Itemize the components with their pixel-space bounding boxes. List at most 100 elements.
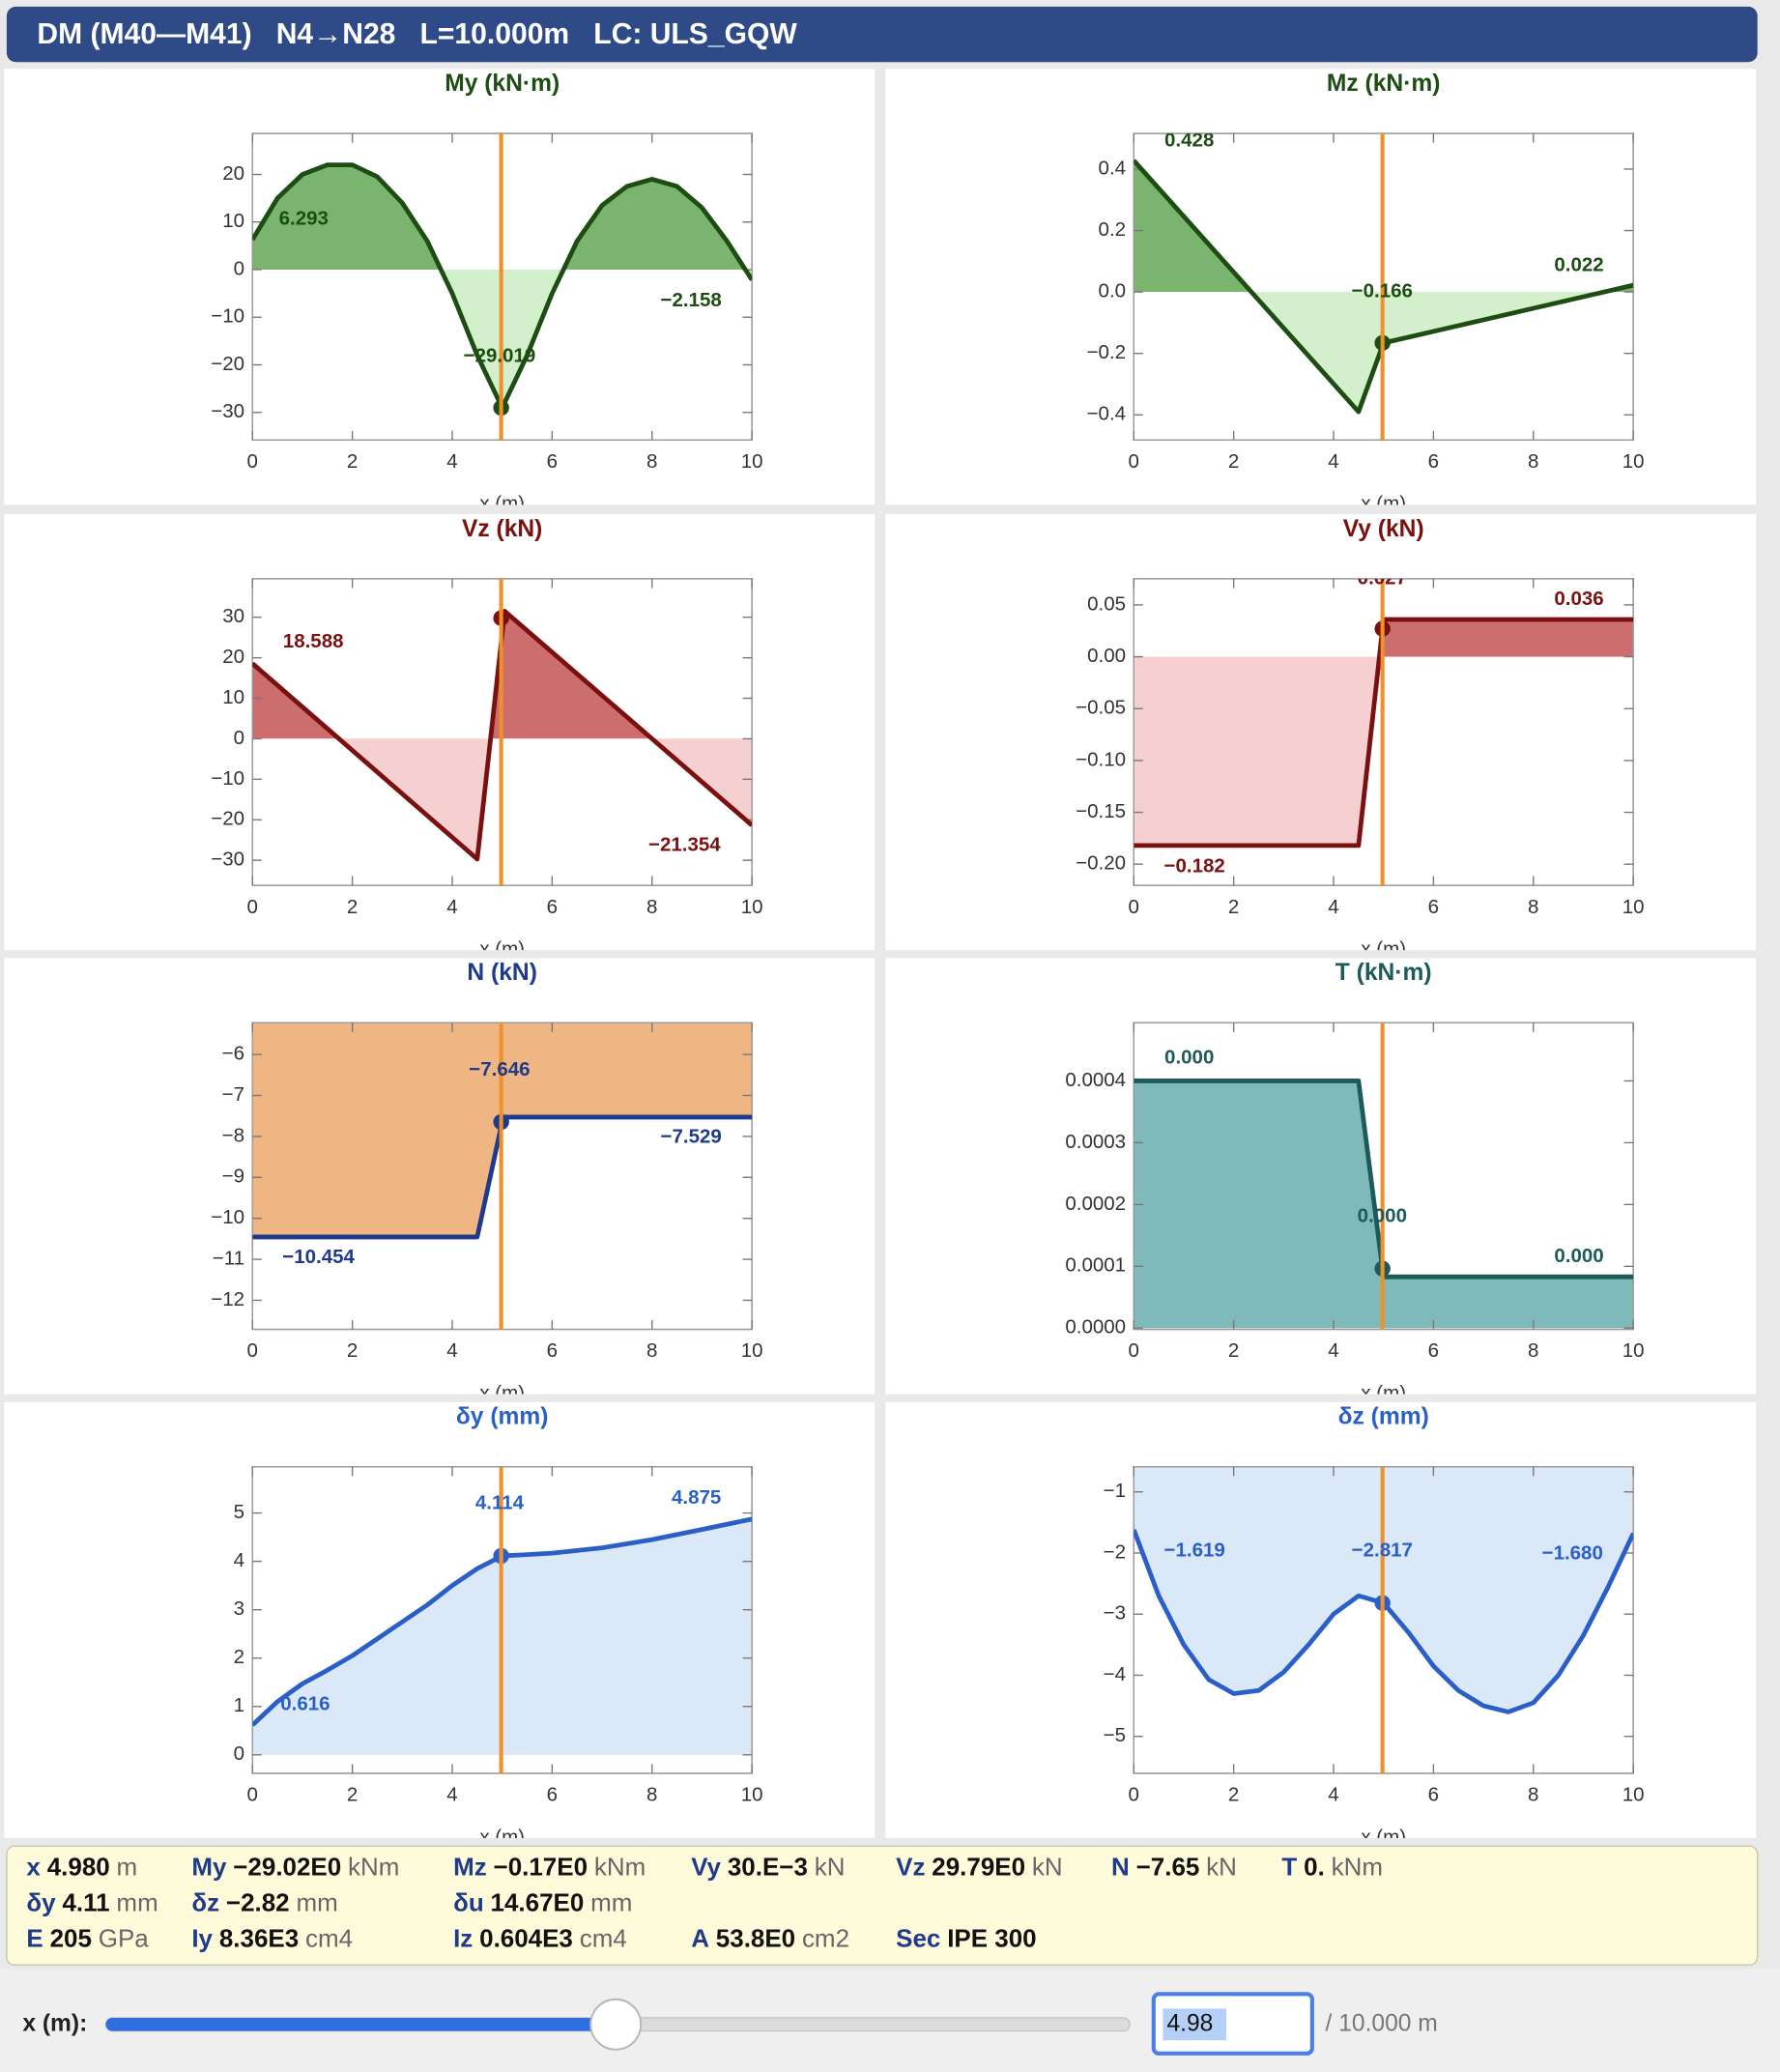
annotation: 4.114 xyxy=(475,1491,525,1513)
annotation: −7.529 xyxy=(661,1126,722,1148)
x-tick-label: 4 xyxy=(1328,896,1338,918)
x-tick-label: 0 xyxy=(247,450,258,473)
y-tick-label: 0.0001 xyxy=(1065,1254,1126,1277)
annotation: −10.454 xyxy=(282,1246,355,1268)
negative-area xyxy=(1134,656,1380,846)
annotations: 18.588 −21.354 xyxy=(283,630,722,856)
x-axis-label: x (m) xyxy=(479,1826,525,1848)
x-tick-label: 6 xyxy=(1428,1339,1439,1362)
info-unit: GPa xyxy=(99,1923,150,1952)
x-tick-label: 2 xyxy=(1228,896,1239,918)
chart-panel: N (kN) −12 −11 −10 −9 −8 −7 −6 0 2 4 6 8 10 x (m) −7.64… xyxy=(4,958,876,1395)
annotation: 0.027 xyxy=(1358,566,1407,589)
info-item: Vy 30.E−3 kN xyxy=(691,1852,845,1881)
chart-title: N (kN) xyxy=(467,960,536,986)
info-unit: m xyxy=(117,1852,138,1881)
slider[interactable] xyxy=(105,1998,643,2051)
area-fill xyxy=(252,1022,753,1237)
info-unit: cm2 xyxy=(802,1923,849,1952)
annotation: 0.428 xyxy=(1164,130,1214,152)
annotations: 0.027 0.036 −0.182 xyxy=(1164,566,1604,878)
x-tick-label: 10 xyxy=(1622,450,1645,473)
annotation: 0.000 xyxy=(1164,1047,1214,1069)
positive-fill xyxy=(252,611,652,739)
y-tick-label: −30 xyxy=(211,849,244,871)
info-value: −0.17E0 xyxy=(494,1852,588,1881)
y-tick-label: −2 xyxy=(1104,1540,1126,1563)
y-tick-label: −12 xyxy=(211,1288,244,1310)
x-axis-label: x (m) xyxy=(1361,938,1406,961)
info-item: δz −2.82 mm xyxy=(191,1887,337,1916)
info-item: My −29.02E0 kNm xyxy=(191,1852,399,1881)
info-unit: kN xyxy=(1206,1852,1237,1881)
x-tick-label: 8 xyxy=(1528,896,1538,918)
positive-fill xyxy=(1134,1080,1634,1329)
info-label: N xyxy=(1111,1852,1130,1881)
x-tick-label: 0 xyxy=(1129,896,1139,918)
y-tick-label: −7 xyxy=(222,1083,244,1106)
info-unit: mm xyxy=(116,1887,158,1916)
chart-panel: δy (mm) 0 1 2 3 4 5 0 2 4 6 8 10 x (m) 4.114 4.875 0.616 xyxy=(4,1401,876,1848)
x-tick-label: 2 xyxy=(347,1339,358,1362)
x-tick-label: 0 xyxy=(1129,1784,1139,1806)
y-tick-label: −6 xyxy=(222,1043,244,1065)
info-label: Sec xyxy=(896,1923,940,1952)
info-item: δu 14.67E0 mm xyxy=(453,1887,632,1916)
x-axis-label: x (m) xyxy=(1361,493,1406,515)
y-tick-label: 2 xyxy=(234,1646,244,1668)
info-value: −7.65 xyxy=(1136,1852,1200,1881)
x-tick-label: 6 xyxy=(547,896,558,918)
x-tick-label: 10 xyxy=(741,896,763,918)
y-tick-label: 0.05 xyxy=(1087,592,1126,615)
info-value: IPE 300 xyxy=(947,1923,1036,1952)
x-tick-label: 6 xyxy=(547,1339,558,1362)
x-tick-label: 6 xyxy=(547,1784,558,1806)
x-tick-label: 6 xyxy=(547,450,558,473)
y-tick-label: 0 xyxy=(234,727,244,749)
y-tick-label: 0.0003 xyxy=(1065,1131,1126,1153)
x-tick-label: 0 xyxy=(1129,1339,1139,1362)
x-tick-label: 8 xyxy=(1528,1784,1538,1806)
y-tick-label: 5 xyxy=(234,1501,244,1523)
annotation: 0.022 xyxy=(1554,253,1603,275)
annotation: −1.619 xyxy=(1164,1540,1225,1562)
slider-thumb[interactable] xyxy=(589,1998,643,2051)
x-tick-label: 4 xyxy=(446,896,457,918)
x-input-text[interactable]: 4.98 xyxy=(1166,2010,1213,2036)
data-line xyxy=(1134,617,1634,849)
annotation: 0.000 xyxy=(1358,1205,1407,1227)
info-value: 0. xyxy=(1304,1852,1325,1881)
header-title: DM (M40—M41) N4→N28 L=10.000m LC: ULS_GQ… xyxy=(37,18,797,50)
info-item: Iy 8.36E3 cm4 xyxy=(191,1923,353,1952)
x-tick-label: 0 xyxy=(1129,450,1139,473)
x-tick-label: 2 xyxy=(1228,1339,1239,1362)
annotations: −7.646 −7.529 −10.454 xyxy=(282,1058,722,1268)
chart-panel: δz (mm) −5 −4 −3 −2 −1 0 2 4 6 8 10 x (m) −1.619 −2.81… xyxy=(885,1401,1757,1838)
y-tick-label: −0.2 xyxy=(1087,341,1126,363)
y-tick-label: 1 xyxy=(234,1694,244,1716)
y-tick-label: −10 xyxy=(211,1206,244,1228)
y-tick-label: −11 xyxy=(213,1247,244,1269)
x-tick-label: 2 xyxy=(347,450,358,473)
y-tick-label: 4 xyxy=(234,1549,244,1571)
info-unit: mm xyxy=(296,1887,337,1916)
y-tick-label: 0.0004 xyxy=(1065,1069,1126,1091)
positive-fill xyxy=(1134,160,1634,293)
x-tick-label: 0 xyxy=(247,896,258,918)
x-tick-label: 8 xyxy=(1528,1339,1538,1362)
info-label: Vy xyxy=(691,1852,721,1881)
info-item: Sec IPE 300 xyxy=(896,1923,1036,1952)
info-label: Iy xyxy=(191,1923,213,1952)
header-bar xyxy=(6,6,1758,63)
x-tick-label: 6 xyxy=(1428,896,1439,918)
y-tick-label: 3 xyxy=(234,1597,244,1620)
chart-title: Vy (kN) xyxy=(1343,516,1424,542)
annotation: −2.817 xyxy=(1352,1540,1413,1562)
info-label: E xyxy=(26,1923,43,1952)
info-unit: kN xyxy=(1032,1852,1063,1881)
y-tick-label: −10 xyxy=(211,767,244,790)
annotation: 4.875 xyxy=(672,1486,721,1509)
info-item: δy 4.11 mm xyxy=(26,1887,158,1916)
slider-fill xyxy=(105,2017,617,2031)
